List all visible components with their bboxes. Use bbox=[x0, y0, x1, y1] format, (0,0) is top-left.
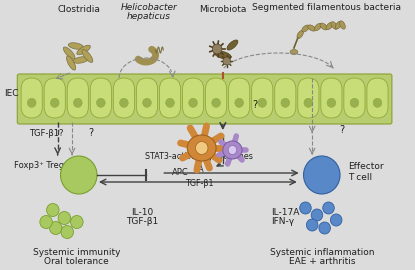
Text: EAE + arthritis: EAE + arthritis bbox=[288, 257, 355, 266]
Ellipse shape bbox=[120, 98, 128, 107]
Ellipse shape bbox=[228, 146, 237, 154]
Ellipse shape bbox=[235, 98, 244, 107]
FancyBboxPatch shape bbox=[17, 74, 392, 124]
FancyBboxPatch shape bbox=[113, 78, 134, 118]
Ellipse shape bbox=[373, 98, 382, 107]
Ellipse shape bbox=[68, 43, 83, 49]
Ellipse shape bbox=[187, 135, 216, 161]
Circle shape bbox=[46, 204, 59, 217]
Text: IEC: IEC bbox=[4, 89, 18, 99]
FancyBboxPatch shape bbox=[205, 78, 227, 118]
Circle shape bbox=[71, 215, 83, 228]
FancyBboxPatch shape bbox=[229, 78, 250, 118]
Text: STAT3-activating cytokines: STAT3-activating cytokines bbox=[145, 152, 253, 161]
FancyBboxPatch shape bbox=[275, 78, 296, 118]
Ellipse shape bbox=[227, 40, 238, 50]
Text: Segmented filamentous bacteria: Segmented filamentous bacteria bbox=[252, 3, 401, 12]
Ellipse shape bbox=[77, 45, 90, 55]
Ellipse shape bbox=[327, 98, 336, 107]
Text: IL-10: IL-10 bbox=[131, 208, 153, 217]
Circle shape bbox=[323, 202, 334, 214]
Text: ?: ? bbox=[252, 100, 257, 110]
Ellipse shape bbox=[143, 98, 151, 107]
Text: Foxp3⁺ Treg: Foxp3⁺ Treg bbox=[15, 160, 65, 170]
Ellipse shape bbox=[297, 31, 303, 38]
Text: Clostridia: Clostridia bbox=[57, 5, 100, 14]
Circle shape bbox=[306, 219, 318, 231]
Ellipse shape bbox=[281, 98, 290, 107]
Text: Effector
T cell: Effector T cell bbox=[348, 162, 383, 182]
Circle shape bbox=[58, 211, 71, 224]
FancyBboxPatch shape bbox=[21, 78, 42, 118]
Ellipse shape bbox=[335, 21, 342, 29]
Text: Oral tolerance: Oral tolerance bbox=[44, 257, 109, 266]
Ellipse shape bbox=[320, 23, 327, 30]
Ellipse shape bbox=[66, 56, 76, 70]
FancyBboxPatch shape bbox=[183, 78, 204, 118]
Text: IFN-γ: IFN-γ bbox=[271, 217, 294, 226]
Ellipse shape bbox=[258, 98, 266, 107]
Text: Systemic inflammation: Systemic inflammation bbox=[269, 248, 374, 257]
Circle shape bbox=[303, 156, 340, 194]
FancyBboxPatch shape bbox=[159, 78, 181, 118]
Ellipse shape bbox=[302, 25, 309, 32]
FancyBboxPatch shape bbox=[321, 78, 342, 118]
Circle shape bbox=[223, 57, 230, 65]
Text: ?: ? bbox=[339, 125, 344, 135]
Circle shape bbox=[330, 214, 342, 226]
Ellipse shape bbox=[195, 141, 208, 154]
Text: TGF-β1: TGF-β1 bbox=[185, 179, 213, 188]
Circle shape bbox=[300, 202, 311, 214]
Text: ?: ? bbox=[89, 128, 94, 138]
FancyBboxPatch shape bbox=[344, 78, 365, 118]
Circle shape bbox=[61, 225, 73, 238]
Circle shape bbox=[212, 44, 222, 54]
Ellipse shape bbox=[82, 50, 93, 62]
Circle shape bbox=[311, 209, 323, 221]
FancyBboxPatch shape bbox=[44, 78, 65, 118]
Circle shape bbox=[319, 222, 330, 234]
Ellipse shape bbox=[73, 57, 88, 63]
Ellipse shape bbox=[27, 98, 36, 107]
FancyBboxPatch shape bbox=[298, 78, 319, 118]
Ellipse shape bbox=[63, 47, 75, 59]
Text: Systemic immunity: Systemic immunity bbox=[33, 248, 121, 257]
Ellipse shape bbox=[223, 141, 242, 159]
Text: RA: RA bbox=[193, 166, 204, 174]
Ellipse shape bbox=[97, 98, 105, 107]
Ellipse shape bbox=[308, 25, 316, 31]
Text: Helicobacter: Helicobacter bbox=[120, 3, 177, 12]
Ellipse shape bbox=[51, 98, 59, 107]
Text: TGF-β1: TGF-β1 bbox=[126, 217, 158, 226]
FancyBboxPatch shape bbox=[90, 78, 111, 118]
FancyBboxPatch shape bbox=[67, 78, 88, 118]
Text: TGF-β1?: TGF-β1? bbox=[29, 129, 63, 137]
FancyBboxPatch shape bbox=[251, 78, 273, 118]
Text: IL-17A: IL-17A bbox=[271, 208, 299, 217]
Ellipse shape bbox=[339, 21, 345, 29]
Ellipse shape bbox=[331, 22, 337, 29]
FancyBboxPatch shape bbox=[137, 78, 158, 118]
Ellipse shape bbox=[304, 98, 312, 107]
Ellipse shape bbox=[326, 22, 333, 30]
Text: Microbiota: Microbiota bbox=[199, 5, 247, 14]
Circle shape bbox=[40, 215, 52, 228]
Ellipse shape bbox=[315, 23, 322, 31]
Ellipse shape bbox=[73, 98, 82, 107]
FancyBboxPatch shape bbox=[367, 78, 388, 118]
Circle shape bbox=[61, 156, 97, 194]
Ellipse shape bbox=[189, 98, 198, 107]
Ellipse shape bbox=[212, 98, 220, 107]
Circle shape bbox=[49, 221, 62, 235]
Text: APC: APC bbox=[172, 168, 189, 177]
Text: hepaticus: hepaticus bbox=[127, 12, 171, 21]
Ellipse shape bbox=[166, 98, 174, 107]
Ellipse shape bbox=[290, 49, 298, 55]
Ellipse shape bbox=[215, 51, 231, 59]
Ellipse shape bbox=[350, 98, 359, 107]
